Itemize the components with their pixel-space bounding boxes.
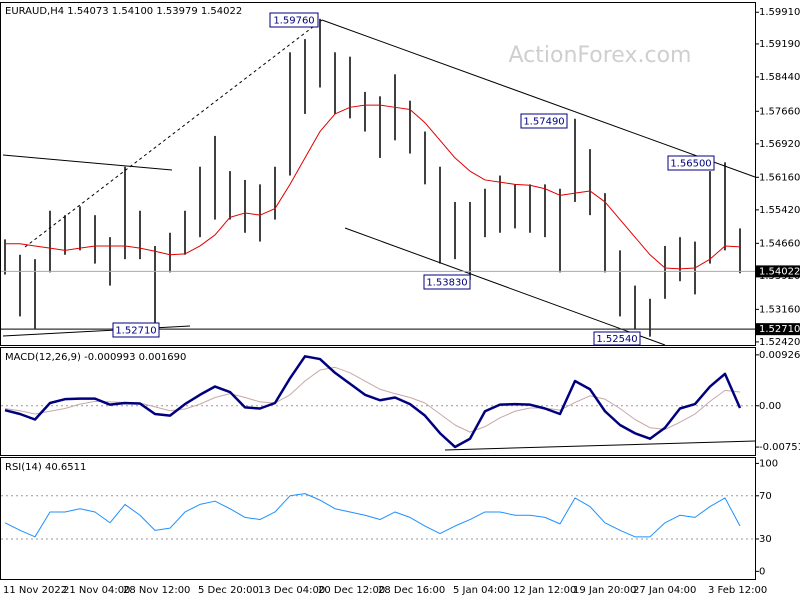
x-tick-label: 28 Nov 12:00 xyxy=(123,585,190,596)
x-tick-label: 5 Jan 04:00 xyxy=(453,585,510,596)
x-tick-label: 13 Dec 04:00 xyxy=(258,585,325,596)
watermark: ActionForex.com xyxy=(509,43,692,68)
y-tick-label: 1.53160 xyxy=(759,304,800,315)
y-tick-label: 0.00 xyxy=(759,401,781,412)
series-line xyxy=(5,104,741,270)
x-tick-label: 19 Jan 20:00 xyxy=(573,585,636,596)
x-tick-label: 12 Jan 12:00 xyxy=(513,585,576,596)
macd-frame xyxy=(0,347,756,456)
trendline xyxy=(344,227,666,346)
x-tick-label: 3 Feb 12:00 xyxy=(708,585,767,596)
chart-title: EURAUD,H4 1.54073 1.54100 1.53979 1.5402… xyxy=(5,6,242,17)
y-tick-label: -0.007517 xyxy=(759,442,800,453)
annotation-box xyxy=(269,12,319,28)
annotation: 1.53830 xyxy=(426,278,467,289)
y-tick-label: 30 xyxy=(759,534,772,545)
annotation-box xyxy=(593,331,641,346)
trendline xyxy=(2,154,173,171)
annotation: 1.52710 xyxy=(115,326,156,337)
annotation-box xyxy=(667,155,715,171)
trendline xyxy=(321,19,756,178)
trendlines xyxy=(2,19,756,451)
x-tick-label: 5 Dec 20:00 xyxy=(198,585,259,596)
y-tick-label: 1.54660 xyxy=(759,238,800,249)
annotation: 1.57490 xyxy=(523,117,564,128)
annotations: 1.59760 1.57490 1.56500 1.53830 1.52540 … xyxy=(112,12,715,346)
trendline xyxy=(444,440,756,451)
macd-title: MACD(12,26,9) -0.000993 0.001690 xyxy=(5,352,186,363)
y-tick-label: 1.59910 xyxy=(759,7,800,18)
annotation: 1.59760 xyxy=(273,16,314,27)
x-tick-label: 11 Nov 2022 xyxy=(3,585,67,596)
y-tick-label: 70 xyxy=(759,491,772,502)
plot xyxy=(1,18,755,540)
annotation-box xyxy=(520,113,568,129)
last-price-box xyxy=(756,265,800,278)
y-tick-label: 100 xyxy=(759,458,778,469)
x-tick-label: 21 Nov 04:00 xyxy=(63,585,130,596)
y-tick-label: 1.57660 xyxy=(759,106,800,117)
rsi-title: RSI(14) 40.6511 xyxy=(5,462,86,473)
y-tick-label: 1.55420 xyxy=(759,205,800,216)
y-tick-label: 0 xyxy=(759,566,765,577)
x-tick-label: 28 Dec 16:00 xyxy=(378,585,445,596)
last-price-label: 1.54022 xyxy=(759,266,800,277)
level-label: 1.52710 xyxy=(759,324,800,335)
trendline xyxy=(24,19,323,248)
annotation: 1.52540 xyxy=(596,334,637,345)
y-tick-label: 1.59190 xyxy=(759,39,800,50)
x-tick-label: 27 Jan 04:00 xyxy=(633,585,696,596)
price-frame xyxy=(0,2,756,346)
annotation-box xyxy=(423,274,471,290)
annotation-box xyxy=(112,322,160,338)
y-tick-label: 0.009263 xyxy=(759,350,800,361)
x-tick-label: 20 Dec 12:00 xyxy=(318,585,385,596)
rsi-frame xyxy=(0,457,756,580)
series-line xyxy=(4,493,741,538)
annotation: 1.56500 xyxy=(670,159,711,170)
y-tick-label: 1.56160 xyxy=(759,172,800,183)
y-tick-label: 1.52420 xyxy=(759,337,800,348)
series-line xyxy=(4,355,742,449)
y-tick-label: 1.56920 xyxy=(759,139,800,150)
level-label-box xyxy=(756,323,800,336)
y-tick-label: 1.58440 xyxy=(759,72,800,83)
